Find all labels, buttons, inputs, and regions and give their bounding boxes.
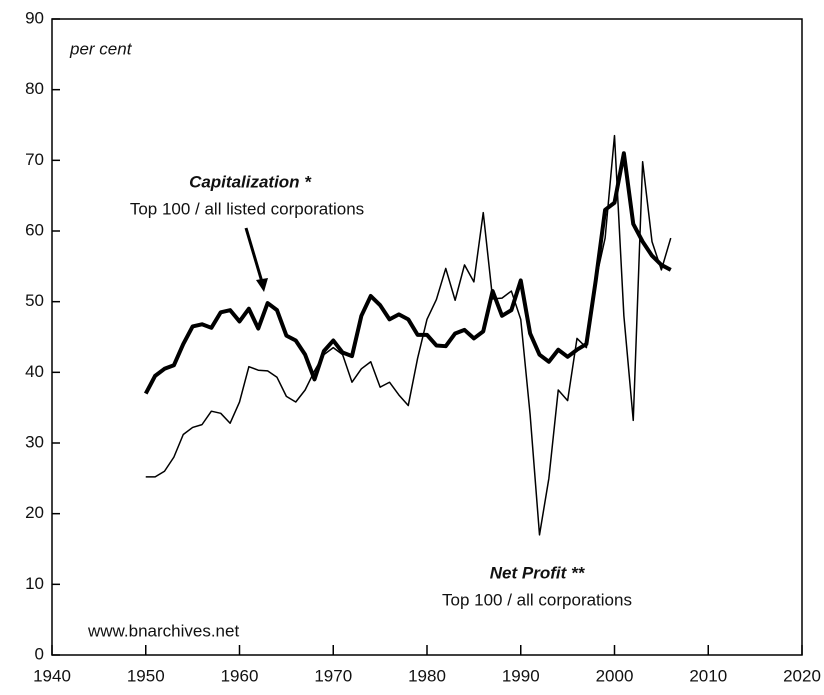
y-tick-label: 50 (25, 291, 44, 310)
series-label: Capitalization * (189, 172, 312, 191)
y-tick-label: 20 (25, 503, 44, 522)
y-tick-label: 70 (25, 150, 44, 169)
x-tick-label: 1980 (408, 666, 446, 685)
y-tick-label: 10 (25, 574, 44, 593)
series-line (143, 151, 672, 395)
x-tick-label: 1940 (33, 666, 71, 685)
y-tick-label: 80 (25, 79, 44, 98)
x-tick-label: 1950 (127, 666, 165, 685)
y-tick-label: 90 (25, 8, 44, 27)
series-line (145, 134, 672, 536)
x-tick-label: 2020 (783, 666, 821, 685)
source: www.bnarchives.net (87, 621, 239, 640)
x-tick-label: 2000 (596, 666, 634, 685)
x-tick-label: 1970 (314, 666, 352, 685)
series-label: Net Profit ** (490, 563, 586, 582)
arrow-head (256, 278, 268, 292)
annotation: Top 100 / all listed corporations (130, 199, 364, 218)
x-tick-label: 1960 (221, 666, 259, 685)
x-tick-label: 1990 (502, 666, 540, 685)
y-axis-label: per cent (69, 39, 133, 58)
y-tick-label: 40 (25, 362, 44, 381)
annotation: Top 100 / all corporations (442, 590, 632, 609)
arrow (244, 227, 264, 283)
y-tick-label: 0 (35, 644, 44, 663)
y-tick-label: 60 (25, 220, 44, 239)
x-tick-label: 2010 (689, 666, 727, 685)
y-tick-label: 30 (25, 432, 44, 451)
